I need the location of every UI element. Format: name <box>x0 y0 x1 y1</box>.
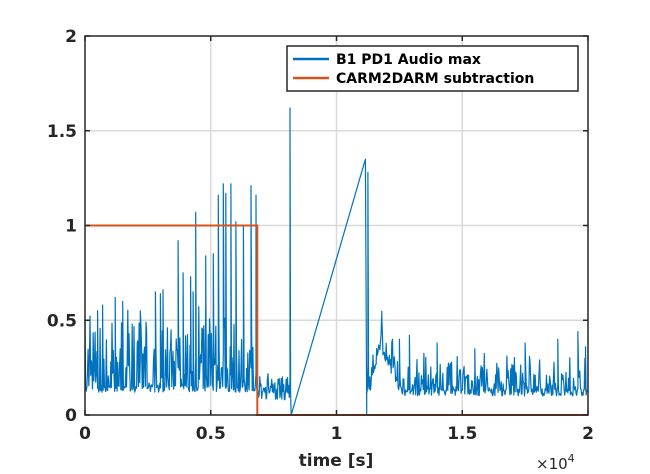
x-tick-label: 2 <box>582 424 594 444</box>
x-tick-label: 0 <box>79 424 91 444</box>
x-tick-label: 1.5 <box>447 424 477 444</box>
y-tick-label: 2 <box>65 27 77 47</box>
x-axis-exponent-base: ×10 <box>536 455 568 473</box>
x-axis-exponent-power: 4 <box>568 452 575 465</box>
series-line-b1-pd1-audio-max <box>84 107 588 416</box>
legend-box <box>286 45 579 92</box>
y-tick-label: 1.5 <box>47 122 77 142</box>
y-tick-label: 1 <box>65 217 77 237</box>
x-axis-label: time [s] <box>299 451 374 471</box>
axis-ticks: 0 0.5 1 1.5 2 0 0.5 1 1.5 2 <box>47 27 594 444</box>
legend: B1 PD1 Audio max CARM2DARM subtraction <box>286 45 579 92</box>
legend-label-b1-pd1-audio-max: B1 PD1 Audio max <box>336 52 481 68</box>
x-tick-label: 0.5 <box>196 424 226 444</box>
x-tick-label: 1 <box>331 424 343 444</box>
x-axis-exponent: ×104 <box>536 452 575 473</box>
y-tick-label: 0 <box>65 406 77 426</box>
y-tick-label: 0.5 <box>47 311 77 331</box>
legend-label-carm2darm-subtraction: CARM2DARM subtraction <box>336 71 534 87</box>
